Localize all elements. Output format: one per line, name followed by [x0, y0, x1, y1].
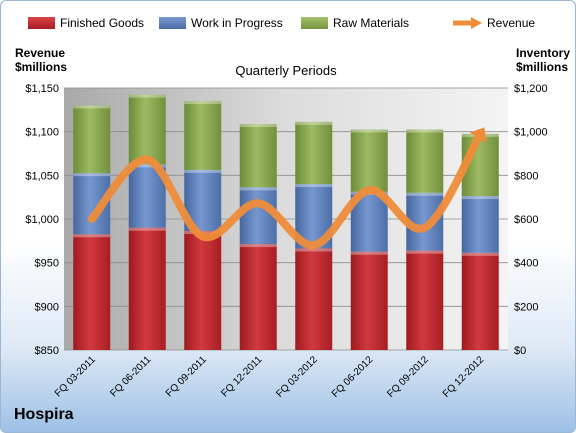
- legend-item-revenue: Revenue: [451, 16, 535, 30]
- right-axis-title-line-2: $millions: [516, 60, 569, 74]
- bar-work-in-progress-cap: [461, 196, 499, 200]
- left-tick-label: $950: [35, 258, 59, 270]
- bar-raw-materials-cap: [350, 129, 388, 133]
- legend-swatch-work-in-progress: [159, 17, 186, 29]
- x-tick-label: FQ 06-2012: [330, 354, 376, 400]
- bar-finished-goods-cap: [295, 248, 333, 252]
- legend-swatch-finished-goods: [28, 17, 55, 29]
- bar-finished-goods-cap: [350, 251, 388, 255]
- x-tick-label: FQ 09-2011: [164, 354, 209, 399]
- left-tick-label: $1,150: [25, 83, 59, 95]
- right-tick-label: $200: [514, 301, 538, 313]
- left-tick-label: $900: [35, 301, 59, 313]
- left-axis-title-line-2: $millions: [15, 60, 68, 74]
- bar-raw-materials-cap: [406, 129, 444, 133]
- revenue-arrowhead: [469, 127, 487, 143]
- bar-finished-goods-cap: [406, 250, 444, 254]
- bar-work-in-progress: [461, 196, 499, 253]
- bar-work-in-progress-cap: [73, 173, 111, 177]
- legend-item-raw-materials: Raw Materials: [301, 16, 409, 30]
- bar-raw-materials: [128, 94, 166, 165]
- bar-raw-materials: [350, 129, 388, 192]
- right-axis-title: Inventory $millions: [516, 46, 570, 74]
- bar-finished-goods: [350, 251, 388, 350]
- bar-finished-goods: [239, 244, 277, 350]
- x-tick-label: FQ 09-2012: [385, 354, 431, 400]
- left-tick-label: $1,050: [25, 170, 59, 182]
- bar-raw-materials-cap: [73, 105, 111, 109]
- bar-finished-goods-cap: [461, 252, 499, 256]
- legend-swatch-raw-materials: [301, 17, 328, 29]
- right-tick-label: $800: [514, 170, 538, 182]
- bar-raw-materials: [184, 101, 222, 170]
- chart-title: Quarterly Periods: [235, 63, 337, 78]
- left-tick-label: $850: [35, 345, 59, 357]
- legend-label-work-in-progress: Work in Progress: [191, 16, 283, 30]
- bar-raw-materials-cap: [239, 124, 277, 128]
- legend-label-raw-materials: Raw Materials: [333, 16, 410, 30]
- bar-work-in-progress: [239, 187, 277, 245]
- bar-raw-materials: [73, 105, 111, 174]
- bar-work-in-progress-cap: [239, 187, 277, 191]
- legend-item-work-in-progress: Work in Progress: [159, 16, 283, 30]
- right-tick-label: $1,000: [514, 127, 548, 139]
- legend-item-finished-goods: Finished Goods: [28, 16, 144, 30]
- left-tick-label: $1,000: [25, 214, 59, 226]
- bar-finished-goods: [406, 250, 444, 350]
- x-tick-label: FQ 03-2011: [53, 354, 98, 399]
- legend-swatch-revenue: [453, 17, 482, 29]
- right-tick-label: $400: [514, 258, 538, 270]
- legend-label-finished-goods: Finished Goods: [60, 16, 145, 30]
- bar-finished-goods: [295, 248, 333, 350]
- company-name: Hospira: [14, 406, 74, 423]
- bar-finished-goods-cap: [239, 244, 277, 248]
- bar-finished-goods: [184, 231, 222, 350]
- revenue-line: [87, 130, 485, 250]
- bar-finished-goods: [128, 227, 166, 350]
- bar-raw-materials-cap: [128, 94, 166, 98]
- bar-raw-materials-cap: [295, 121, 333, 125]
- bar-raw-materials: [295, 121, 333, 185]
- x-tick-label: FQ 03-2012: [274, 354, 320, 400]
- right-tick-label: $0: [514, 345, 526, 357]
- bar-raw-materials: [406, 129, 444, 193]
- bar-work-in-progress-cap: [295, 184, 333, 188]
- x-tick-label: FQ 12-2012: [441, 354, 487, 400]
- bar-raw-materials-cap: [184, 101, 222, 105]
- x-tick-label: FQ 06-2011: [108, 354, 153, 399]
- bar-finished-goods-cap: [73, 234, 111, 238]
- x-tick-label: FQ 12-2011: [219, 354, 264, 399]
- left-tick-label: $1,100: [25, 127, 59, 139]
- bar-work-in-progress-cap: [406, 192, 444, 196]
- bar-work-in-progress-cap: [184, 169, 222, 173]
- left-axis-title: Revenue $millions: [15, 46, 67, 74]
- right-tick-label: $600: [514, 214, 538, 226]
- legend-label-revenue: Revenue: [487, 16, 536, 30]
- right-axis-title-line-1: Inventory: [516, 46, 571, 60]
- right-tick-label: $1,200: [514, 83, 548, 95]
- bar-work-in-progress-cap: [128, 164, 166, 168]
- bar-raw-materials: [239, 124, 277, 188]
- bar-finished-goods: [461, 252, 499, 350]
- left-axis-title-line-1: Revenue: [15, 46, 66, 60]
- bar-finished-goods-cap: [128, 227, 166, 231]
- bar-finished-goods: [73, 234, 111, 350]
